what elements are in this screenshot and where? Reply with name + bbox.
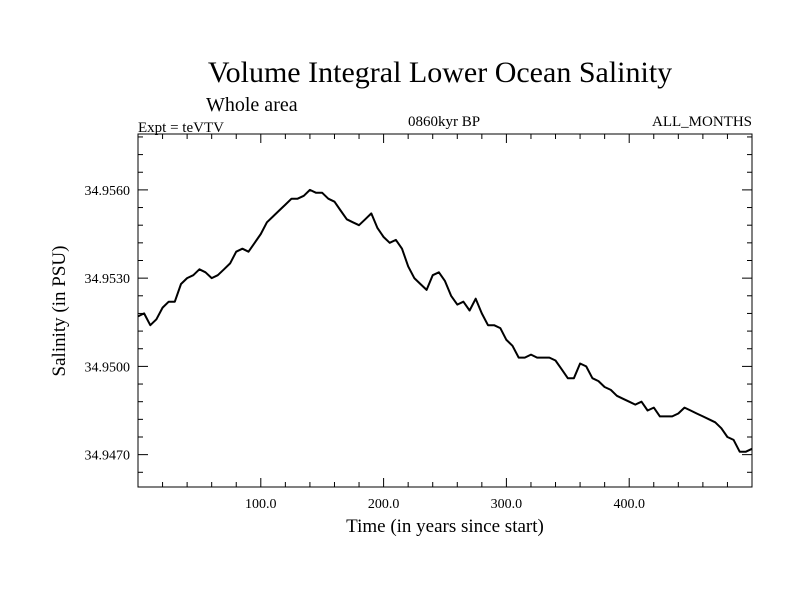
months-label: ALL_MONTHS: [652, 114, 752, 130]
x-tick-label: 400.0: [613, 497, 645, 512]
y-tick-label: 34.9500: [85, 360, 131, 375]
experiment-label: Expt = teVTV: [138, 120, 224, 136]
x-tick-label: 200.0: [368, 497, 400, 512]
x-tick-labels: 100.0 200.0 300.0 400.0: [245, 497, 645, 512]
chart-subtitle: Whole area: [206, 94, 298, 116]
y-tick-label: 34.9560: [85, 184, 131, 199]
plot-frame: [137, 133, 753, 488]
x-axis-label: Time (in years since start): [346, 516, 544, 537]
y-tick-label: 34.9470: [85, 449, 131, 464]
salinity-series-line: [137, 188, 753, 453]
x-tick-label: 100.0: [245, 497, 277, 512]
y-axis-label: Salinity (in PSU): [49, 246, 70, 377]
axis-ticks: [138, 134, 752, 487]
y-tick-labels: 34.9470 34.9500 34.9530 34.9560: [85, 184, 131, 464]
period-label: 0860kyr BP: [408, 114, 480, 130]
chart-title: Volume Integral Lower Ocean Salinity: [208, 56, 672, 89]
x-tick-label: 300.0: [491, 497, 523, 512]
y-tick-label: 34.9530: [85, 272, 131, 287]
